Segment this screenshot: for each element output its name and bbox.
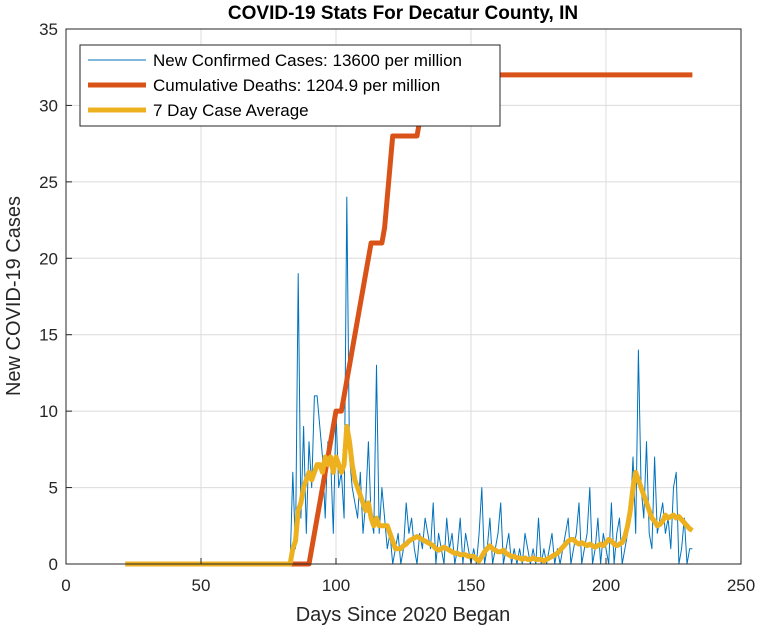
series-7-day-average (125, 423, 694, 567)
y-tick-label: 25 (39, 173, 58, 192)
x-axis-title: Days Since 2020 Began (296, 604, 511, 626)
legend: New Confirmed Cases: 13600 per million C… (79, 44, 501, 127)
x-tick-label: 150 (457, 576, 485, 595)
x-tick-label: 100 (322, 576, 350, 595)
legend-label-7-day-average: 7 Day Case Average (153, 101, 309, 120)
chart-title: COVID-19 Stats For Decatur County, IN (228, 3, 578, 24)
y-tick-label: 35 (39, 20, 58, 39)
legend-label-cumulative-deaths: Cumulative Deaths: 1204.9 per million (153, 76, 440, 95)
x-tick-label: 200 (592, 576, 620, 595)
x-tick-label: 0 (61, 576, 70, 595)
legend-box (79, 44, 501, 127)
axis-tick-labels: 0 50 100 150 200 250 0 5 10 15 20 25 30 35 (39, 20, 755, 595)
y-tick-label: 0 (49, 555, 58, 574)
series-layer (125, 72, 694, 567)
y-tick-label: 30 (39, 96, 58, 115)
y-tick-label: 20 (39, 249, 58, 268)
x-tick-label: 250 (727, 576, 755, 595)
plot-frame (65, 28, 742, 565)
x-tick-label: 50 (192, 576, 211, 595)
y-tick-label: 15 (39, 326, 58, 345)
y-tick-label: 10 (39, 402, 58, 421)
legend-label-new-cases: New Confirmed Cases: 13600 per million (153, 51, 462, 70)
y-axis-title: New COVID-19 Cases (3, 196, 25, 396)
series-new-confirmed-cases (125, 196, 693, 565)
axis-ticks (65, 28, 742, 565)
y-tick-label: 5 (49, 479, 58, 498)
